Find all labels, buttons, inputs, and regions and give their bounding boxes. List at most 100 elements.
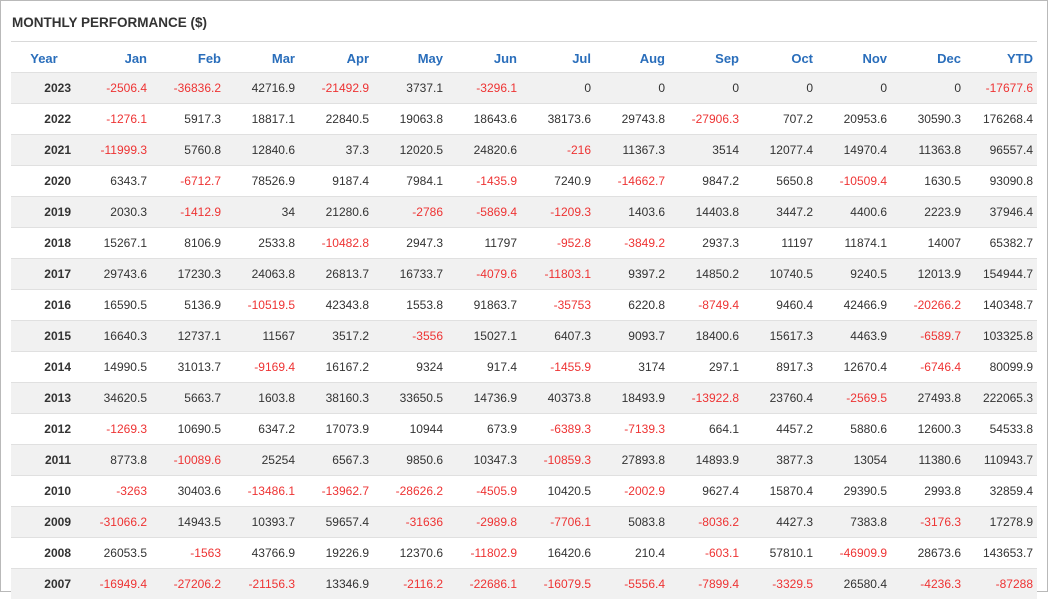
month-value-cell: 297.1: [669, 352, 743, 383]
month-value-cell: 3447.2: [743, 197, 817, 228]
month-value-cell: 9460.4: [743, 290, 817, 321]
month-value-cell: 3737.1: [373, 73, 447, 104]
column-header-may: May: [373, 44, 447, 73]
month-value-cell: -3296.1: [447, 73, 521, 104]
month-value-cell: 10690.5: [151, 414, 225, 445]
month-value-cell: 14970.4: [817, 135, 891, 166]
month-value-cell: -10859.3: [521, 445, 595, 476]
month-value-cell: 19063.8: [373, 104, 447, 135]
month-value-cell: 15870.4: [743, 476, 817, 507]
ytd-cell: 32859.4: [965, 476, 1037, 507]
month-value-cell: -2989.8: [447, 507, 521, 538]
month-value-cell: 12013.9: [891, 259, 965, 290]
year-cell: 2023: [11, 73, 77, 104]
month-value-cell: 21280.6: [299, 197, 373, 228]
month-value-cell: 12077.4: [743, 135, 817, 166]
month-value-cell: 0: [891, 73, 965, 104]
month-value-cell: 12020.5: [373, 135, 447, 166]
month-value-cell: -14662.7: [595, 166, 669, 197]
month-value-cell: 0: [595, 73, 669, 104]
month-value-cell: 11567: [225, 321, 299, 352]
month-value-cell: 4427.3: [743, 507, 817, 538]
month-value-cell: 27893.8: [595, 445, 669, 476]
year-cell: 2015: [11, 321, 77, 352]
month-value-cell: 15617.3: [743, 321, 817, 352]
year-cell: 2011: [11, 445, 77, 476]
ytd-cell: 140348.7: [965, 290, 1037, 321]
month-value-cell: 9093.7: [595, 321, 669, 352]
month-value-cell: 34: [225, 197, 299, 228]
ytd-cell: 96557.4: [965, 135, 1037, 166]
month-value-cell: -7899.4: [669, 569, 743, 599]
month-value-cell: 8917.3: [743, 352, 817, 383]
month-value-cell: 42343.8: [299, 290, 373, 321]
month-value-cell: 26813.7: [299, 259, 373, 290]
month-value-cell: -2002.9: [595, 476, 669, 507]
month-value-cell: 18493.9: [595, 383, 669, 414]
month-value-cell: -36836.2: [151, 73, 225, 104]
month-value-cell: 25254: [225, 445, 299, 476]
month-value-cell: 6347.2: [225, 414, 299, 445]
month-value-cell: -1563: [151, 538, 225, 569]
month-value-cell: 43766.9: [225, 538, 299, 569]
month-value-cell: -10509.4: [817, 166, 891, 197]
month-value-cell: 9240.5: [817, 259, 891, 290]
month-value-cell: -11802.9: [447, 538, 521, 569]
month-value-cell: -1412.9: [151, 197, 225, 228]
month-value-cell: -35753: [521, 290, 595, 321]
month-value-cell: 14007: [891, 228, 965, 259]
year-cell: 2022: [11, 104, 77, 135]
month-value-cell: -9169.4: [225, 352, 299, 383]
month-value-cell: -7706.1: [521, 507, 595, 538]
ytd-cell: 176268.4: [965, 104, 1037, 135]
year-cell: 2017: [11, 259, 77, 290]
month-value-cell: -2506.4: [77, 73, 151, 104]
month-value-cell: 10393.7: [225, 507, 299, 538]
month-value-cell: -21156.3: [225, 569, 299, 599]
month-value-cell: 37.3: [299, 135, 373, 166]
year-cell: 2014: [11, 352, 77, 383]
ytd-cell: 37946.4: [965, 197, 1037, 228]
ytd-cell: 143653.7: [965, 538, 1037, 569]
month-value-cell: 2947.3: [373, 228, 447, 259]
month-value-cell: 11874.1: [817, 228, 891, 259]
month-value-cell: -13922.8: [669, 383, 743, 414]
month-value-cell: 14736.9: [447, 383, 521, 414]
year-cell: 2021: [11, 135, 77, 166]
month-value-cell: 11797: [447, 228, 521, 259]
month-value-cell: 20953.6: [817, 104, 891, 135]
month-value-cell: 14943.5: [151, 507, 225, 538]
ytd-cell: -87288: [965, 569, 1037, 599]
month-value-cell: -31066.2: [77, 507, 151, 538]
month-value-cell: 26580.4: [817, 569, 891, 599]
month-value-cell: -8749.4: [669, 290, 743, 321]
month-value-cell: 0: [743, 73, 817, 104]
month-value-cell: 10347.3: [447, 445, 521, 476]
month-value-cell: 12370.6: [373, 538, 447, 569]
month-value-cell: -20266.2: [891, 290, 965, 321]
month-value-cell: 23760.4: [743, 383, 817, 414]
month-value-cell: 19226.9: [299, 538, 373, 569]
month-value-cell: 3877.3: [743, 445, 817, 476]
month-value-cell: -6389.3: [521, 414, 595, 445]
month-value-cell: 11367.3: [595, 135, 669, 166]
month-value-cell: 6407.3: [521, 321, 595, 352]
month-value-cell: -216: [521, 135, 595, 166]
month-value-cell: 8106.9: [151, 228, 225, 259]
month-value-cell: 78526.9: [225, 166, 299, 197]
column-header-ytd: YTD: [965, 44, 1037, 73]
month-value-cell: 5136.9: [151, 290, 225, 321]
month-value-cell: -16079.5: [521, 569, 595, 599]
month-value-cell: 17073.9: [299, 414, 373, 445]
title-divider: [11, 41, 1037, 42]
month-value-cell: -13486.1: [225, 476, 299, 507]
month-value-cell: -5556.4: [595, 569, 669, 599]
ytd-cell: 103325.8: [965, 321, 1037, 352]
year-cell: 2012: [11, 414, 77, 445]
